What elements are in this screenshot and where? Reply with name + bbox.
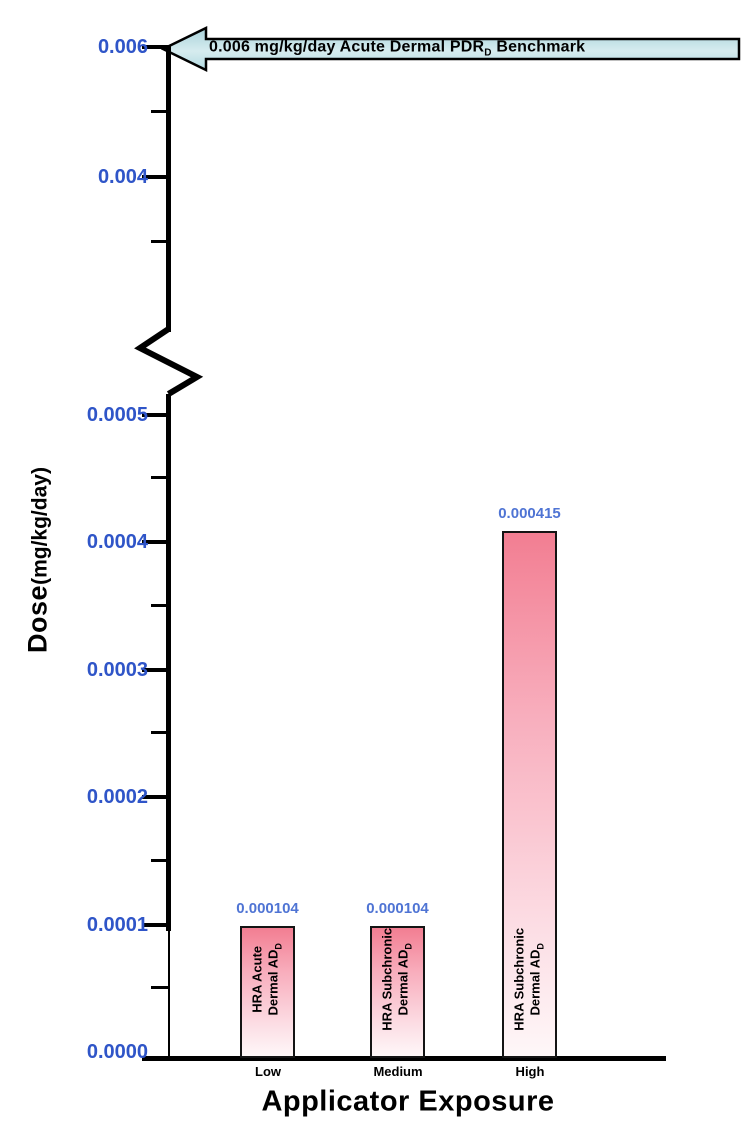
x-axis-title: Applicator Exposure — [261, 1085, 555, 1118]
bar-value-label-high: 0.000415 — [498, 505, 561, 522]
y-axis-title: Dose(mg/kg/day) — [23, 467, 54, 653]
benchmark-label-main: 0.006 mg/kg/day Acute Dermal PDR — [209, 38, 485, 56]
y-tick-label-00003: 0.0003 — [86, 659, 148, 681]
y-tick-label-00005: 0.0005 — [86, 404, 148, 426]
benchmark-label-subscript: D — [484, 47, 492, 59]
bar-rect-low: HRA Acute Dermal ADD — [240, 926, 295, 1058]
y-tick-label-00004: 0.0004 — [86, 531, 148, 553]
y-axis-line-lower — [166, 394, 171, 931]
x-category-low: Low — [255, 1064, 281, 1079]
y-tick-label-0006: 0.006 — [97, 36, 148, 58]
bar-annotation-line1: HRA Subchronic — [511, 928, 527, 1032]
y-tick-label-00001: 0.0001 — [86, 914, 148, 936]
y-tick-minor — [151, 476, 168, 479]
y-tick-major — [142, 413, 168, 417]
y-tick-major — [142, 795, 168, 799]
y-tick-minor — [151, 731, 168, 734]
y-tick-major — [142, 540, 168, 544]
y-tick-major — [142, 923, 168, 927]
y-tick-minor — [151, 859, 168, 862]
y-axis-title-main: Dose — [22, 584, 53, 653]
bar-value-label-low: 0.000104 — [236, 900, 299, 917]
benchmark-label: 0.006 mg/kg/day Acute Dermal PDRD Benchm… — [209, 39, 585, 59]
y-axis-break — [134, 326, 204, 397]
x-category-medium: Medium — [373, 1064, 423, 1079]
y-axis-line-bottom-thin — [168, 931, 170, 1058]
y-tick-major — [142, 668, 168, 672]
y-tick-minor — [151, 240, 168, 243]
bar-annotation-line2: Dermal AD — [395, 949, 411, 1016]
y-tick-major — [142, 175, 168, 179]
bar-annotation-line2: Dermal AD — [527, 949, 543, 1016]
y-tick-major — [142, 45, 168, 49]
bar-rect-medium: HRA Subchronic Dermal ADD — [370, 926, 425, 1058]
bar-annotation-medium: HRA Subchronic Dermal ADD — [379, 922, 416, 1038]
y-tick-minor — [151, 604, 168, 607]
y-tick-minor — [151, 986, 168, 989]
bar-annotation-subscript: D — [272, 943, 283, 950]
bar-annotation-subscript: D — [534, 943, 545, 950]
benchmark-label-end: Benchmark — [491, 38, 586, 56]
bar-value-label-medium: 0.000104 — [366, 900, 429, 917]
bar-rect-high: HRA Subchronic Dermal ADD — [502, 531, 557, 1058]
y-tick-label-00002: 0.0002 — [86, 786, 148, 808]
x-category-high: High — [515, 1064, 545, 1079]
bar-annotation-line2: Dermal AD — [265, 949, 281, 1016]
bar-annotation-subscript: D — [402, 943, 413, 950]
bar-annotation-low: HRA Acute Dermal ADD — [249, 922, 286, 1038]
y-tick-minor — [151, 110, 168, 113]
benchmark-arrow — [161, 26, 741, 72]
bar-annotation-line1: HRA Acute — [249, 946, 265, 1014]
bar-annotation-high: HRA Subchronic Dermal ADD — [511, 922, 548, 1038]
benchmark-arrow-shape — [161, 26, 741, 72]
y-tick-label-0004: 0.004 — [97, 166, 148, 188]
bar-annotation-line1: HRA Subchronic — [379, 928, 395, 1032]
x-axis-line — [142, 1056, 666, 1061]
y-tick-label-00000: 0.0000 — [86, 1041, 148, 1063]
y-axis-title-unit: (mg/kg/day) — [28, 467, 52, 585]
y-axis-line-upper — [166, 45, 171, 332]
